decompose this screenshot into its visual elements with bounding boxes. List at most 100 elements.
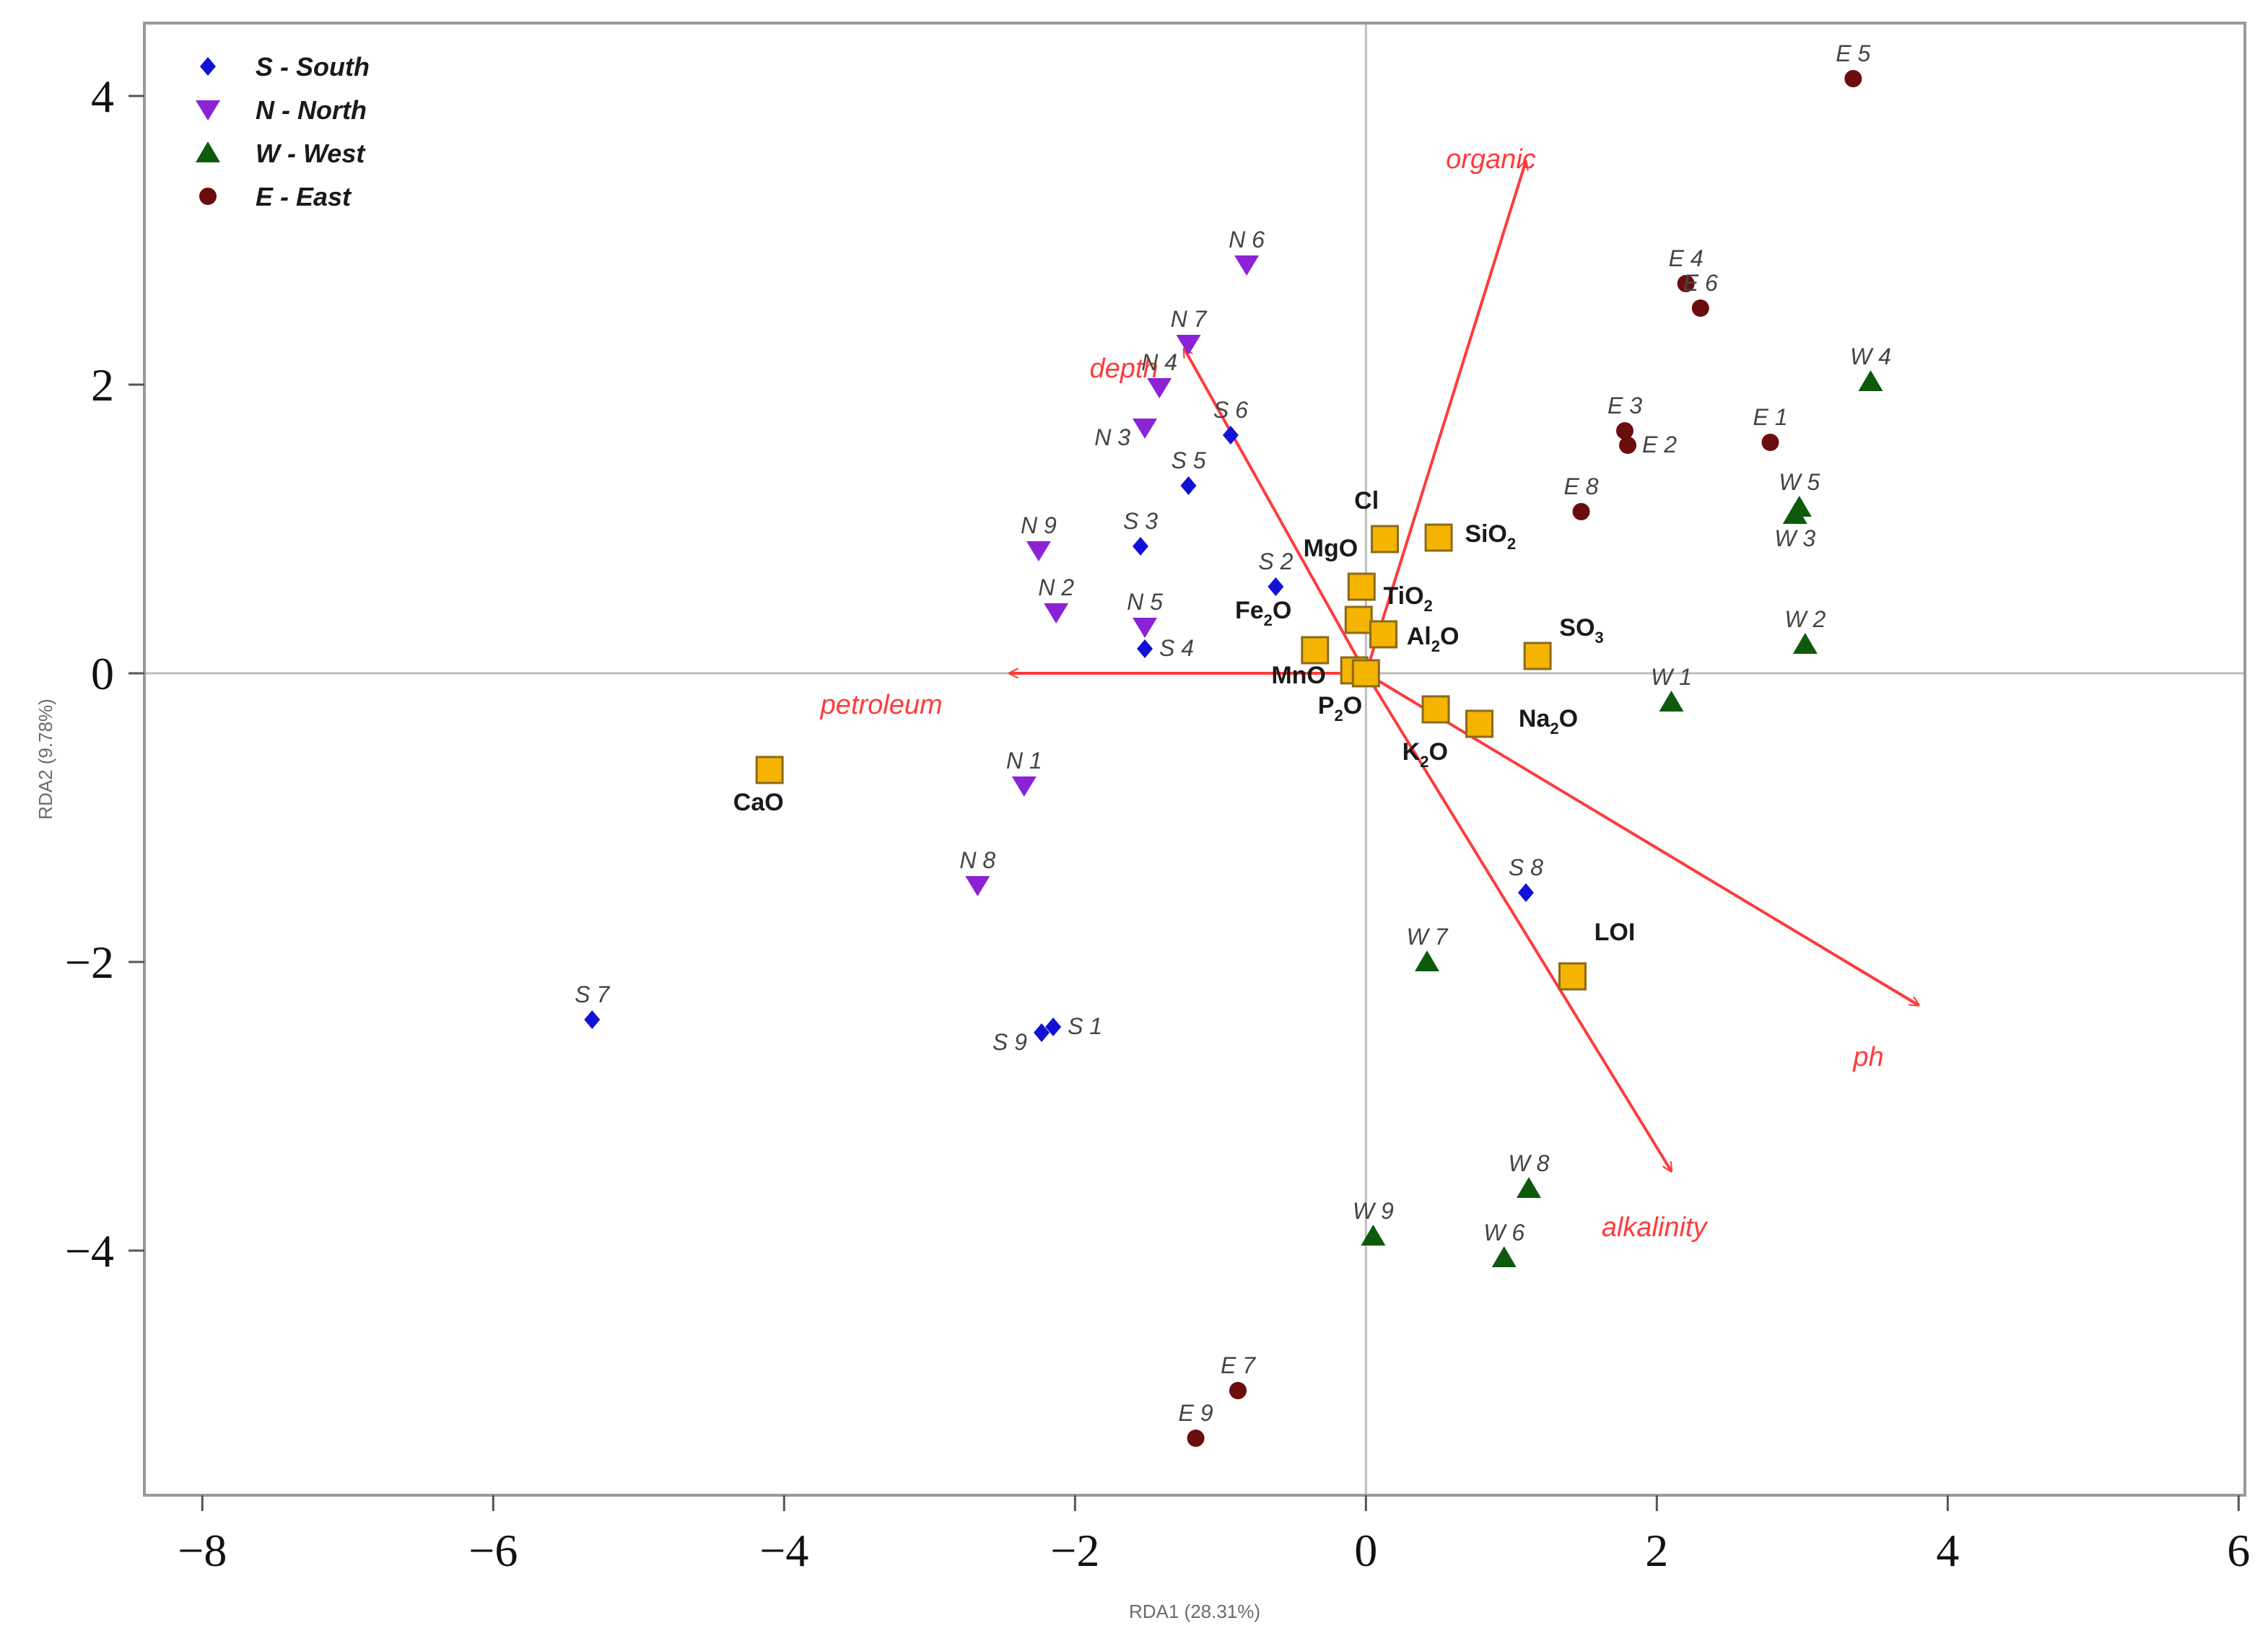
marker-triangle-down (1011, 776, 1037, 797)
sample-point-w9: W 9 (1353, 1198, 1394, 1246)
vector-arrow (1365, 672, 1919, 1005)
y-tick-label: 2 (91, 359, 114, 411)
marker-circle (1619, 437, 1636, 454)
oxide-marker (1347, 572, 1376, 601)
sample-label: N 3 (1094, 424, 1130, 450)
sample-label: S 5 (1171, 447, 1205, 473)
sample-point-s4: S 4 (1137, 635, 1194, 661)
sample-point-s2: S 2 (1258, 548, 1294, 596)
sample-label: E 9 (1179, 1400, 1213, 1426)
sample-label: W 8 (1509, 1150, 1550, 1176)
oxide-Na2O: Na2O (1465, 705, 1578, 738)
oxide-marker (1424, 523, 1453, 552)
legend-label: E - East (256, 182, 352, 211)
legend-marker-west (196, 141, 220, 162)
env-vector-alkalinity: alkalinity (1364, 672, 1708, 1243)
sample-label: N 7 (1171, 306, 1208, 332)
marker-diamond (1517, 883, 1534, 902)
sample-point-e3: E 3 (1608, 393, 1642, 439)
sample-label: E 1 (1753, 404, 1787, 430)
marker-circle (1572, 503, 1590, 520)
sample-point-e4: E 4 (1669, 245, 1704, 292)
sample-point-s8: S 8 (1509, 854, 1543, 902)
legend-label: S - South (256, 52, 370, 82)
marker-circle (1844, 70, 1862, 87)
oxide-marker (1523, 642, 1552, 670)
marker-triangle-down (1147, 378, 1172, 398)
oxide-marker (1421, 695, 1450, 724)
marker-circle (1677, 275, 1695, 292)
sample-label: N 2 (1038, 574, 1074, 600)
sample-label: E 4 (1669, 245, 1704, 271)
sample-point-s7: S 7 (575, 981, 611, 1029)
sample-label: S 6 (1213, 397, 1248, 423)
marker-triangle-down (1044, 603, 1069, 623)
oxide-SiO2: SiO2 (1424, 520, 1516, 553)
sample-point-w5: W 5 (1779, 469, 1820, 517)
vector-arrow (1184, 349, 1368, 674)
sample-point-w7: W 7 (1406, 924, 1449, 971)
y-axis-title: RDA2 (9.78%) (35, 699, 56, 820)
oxide-CaO: CaO (733, 756, 784, 816)
sample-point-s3: S 3 (1123, 508, 1158, 556)
env-vector-organic: organic (1364, 144, 1536, 674)
oxide-marker (1558, 962, 1587, 991)
sample-point-e6: E 6 (1683, 270, 1718, 317)
oxide-marker (1369, 620, 1397, 649)
legend-item-north: N - North (196, 95, 367, 125)
sample-point-n5: N 5 (1127, 589, 1163, 638)
sample-point-w2: W 2 (1784, 606, 1826, 654)
sample-point-w4: W 4 (1850, 343, 1891, 391)
legend-marker-south (200, 57, 216, 76)
sample-point-e9: E 9 (1179, 1400, 1213, 1447)
oxide-marker (1301, 636, 1330, 665)
x-axis-title: RDA1 (28.31%) (1129, 1601, 1260, 1622)
sample-label: W 2 (1784, 606, 1826, 632)
legend-label: N - North (256, 95, 367, 125)
sample-point-n7: N 7 (1171, 306, 1208, 355)
x-tick-label: −2 (1050, 1525, 1099, 1576)
marker-diamond (1137, 639, 1153, 658)
legend-item-east: E - East (199, 182, 352, 211)
legend-item-south: S - South (200, 52, 370, 82)
marker-diamond (1033, 1023, 1050, 1042)
y-tick-label: −2 (65, 937, 114, 988)
marker-circle (1615, 422, 1634, 439)
sample-label: E 6 (1683, 270, 1718, 296)
marker-triangle-down (196, 100, 220, 121)
y-tick-label: 0 (91, 648, 114, 699)
marker-diamond (1222, 426, 1239, 445)
sample-point-n3: N 3 (1094, 419, 1158, 450)
x-tick-label: 2 (1645, 1525, 1668, 1576)
sample-label: N 6 (1229, 227, 1265, 253)
marker-triangle-down (1133, 618, 1158, 638)
oxide-label: Na2O (1519, 705, 1578, 738)
x-tick-label: 4 (1936, 1525, 1959, 1576)
marker-triangle-down (965, 876, 990, 896)
marker-circle (1229, 1382, 1247, 1399)
sample-label: E 5 (1836, 40, 1870, 66)
marker-triangle-up (1516, 1177, 1541, 1198)
sample-point-n2: N 2 (1038, 574, 1074, 623)
sample-label: S 2 (1258, 548, 1293, 574)
legend-marker-north (196, 100, 220, 121)
y-tick-label: 4 (91, 71, 114, 122)
oxide-marker (1351, 659, 1380, 688)
vector-label: petroleum (820, 690, 943, 720)
x-tick-label: −8 (178, 1525, 227, 1576)
sample-point-w1: W 1 (1651, 664, 1692, 712)
oxide-label: MgO (1304, 535, 1358, 562)
plot-frame (143, 22, 2246, 1497)
legend-item-west: W - West (196, 139, 366, 168)
sample-label: S 4 (1159, 635, 1194, 661)
sample-label: W 1 (1651, 664, 1692, 690)
sample-label: S 3 (1123, 508, 1158, 534)
marker-triangle-down (1133, 419, 1158, 439)
vector-label: organic (1446, 144, 1536, 175)
marker-circle (1187, 1430, 1205, 1447)
legend-marker-east (199, 188, 217, 205)
x-tick-label: 6 (2227, 1525, 2250, 1576)
sample-label: W 4 (1850, 343, 1891, 369)
oxide-marker (1465, 709, 1493, 738)
